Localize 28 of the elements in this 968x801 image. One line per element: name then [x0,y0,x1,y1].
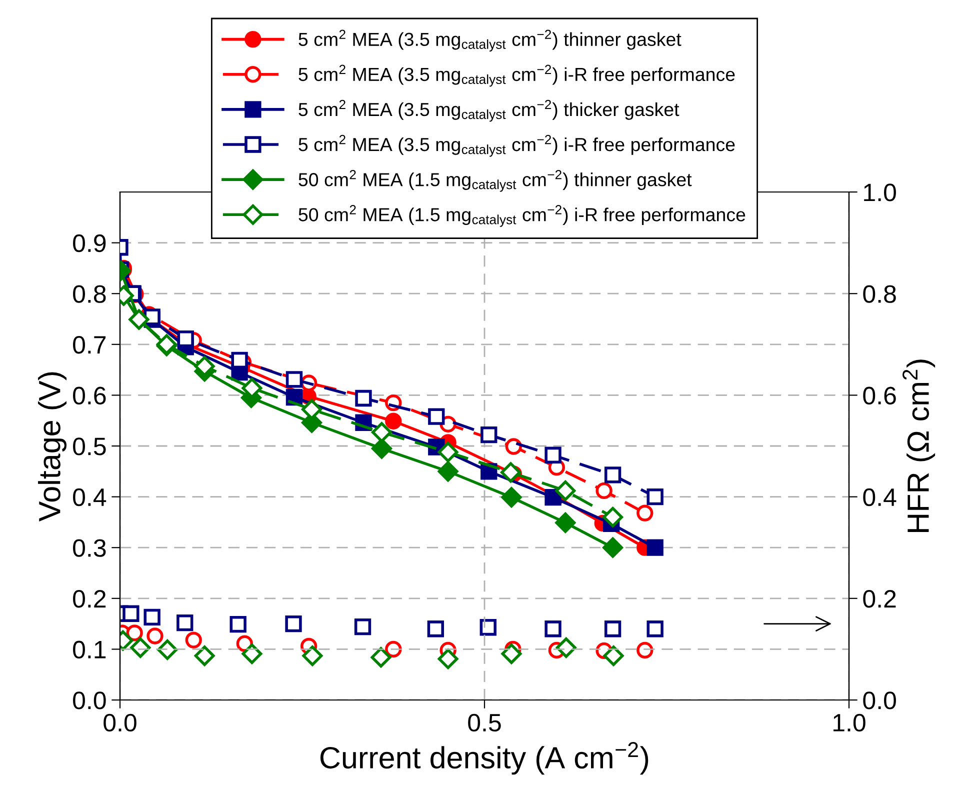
y-tick-label: 0.8 [73,285,106,303]
y-tick-label: 0.1 [73,640,106,659]
legend-label: 5 cm$^{2}$ MEA (3.5 mg$_{catalyst}$ cm$^{−2}$) thinner gasket [298,30,682,52]
y-tick-label: 0.2 [73,590,106,608]
x-tick-label: 0.5 [468,714,501,732]
y2-tick-label: 0.4 [863,488,896,506]
y2-tick-label: 0.0 [863,692,896,710]
x-axis-title: Current density (A cm$^{−2}$) [320,742,648,775]
legend-label: 5 cm$^{2}$ MEA (3.5 mg$_{catalyst}$ cm$^{−2}$) thicker gasket [298,100,680,122]
y-tick-label: 0.5 [73,438,106,456]
y-tick-label: 0.4 [73,488,106,506]
y-tick-label: 0.9 [73,234,106,252]
legend-label: 50 cm$^{2}$ MEA (1.5 mg$_{catalyst}$ cm$^{−2}$) thinner gasket [298,170,692,192]
y2-tick-label: 0.8 [863,285,896,303]
legend-label: 5 cm$^{2}$ MEA (3.5 mg$_{catalyst}$ cm$^{−2}$) i-R free performance [298,134,735,157]
y2-tick-label: 1.0 [864,184,896,202]
y2-tick-label: 0.2 [863,590,896,608]
y-axis-title: Voltage (V) [38,372,66,522]
y2-axis-title: HFR (Ω cm$^{2}$) [902,360,936,532]
legend-label: 50 cm$^{2}$ MEA (1.5 mg$_{catalyst}$ cm$^{−2}$) i-R free performance [298,205,746,227]
y2-tick-label: 0.6 [863,386,896,405]
legend-label: 5 cm$^{2}$ MEA (3.5 mg$_{catalyst}$ cm$^{−2}$) i-R free performance [298,64,735,87]
x-tick-label: 1.0 [834,714,866,732]
y-tick-label: 0.7 [73,336,106,354]
x-tick-label: 0.0 [104,714,136,732]
y-tick-label: 0.3 [73,539,106,557]
y-tick-label: 0.0 [73,692,106,710]
y-tick-label: 0.6 [73,386,106,405]
